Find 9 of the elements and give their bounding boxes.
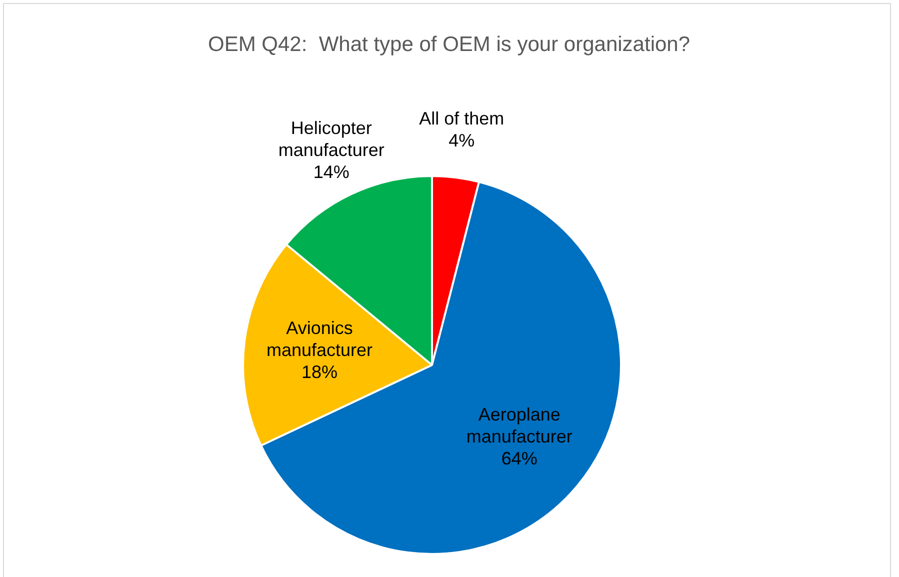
- data-label: 64%: [501, 448, 538, 468]
- data-label: 4%: [448, 130, 475, 151]
- slice-label: Aeroplane manufacturer: [466, 404, 572, 446]
- chart-title: OEM Q42: What type of OEM is your organization?: [208, 32, 690, 56]
- slice-label: All of them: [419, 108, 504, 129]
- slice-label: Helicopter manufacturer: [278, 118, 384, 160]
- data-label: 18%: [301, 362, 338, 382]
- slice-label: Avionics manufacturer: [266, 318, 373, 360]
- data-label: 14%: [313, 162, 350, 182]
